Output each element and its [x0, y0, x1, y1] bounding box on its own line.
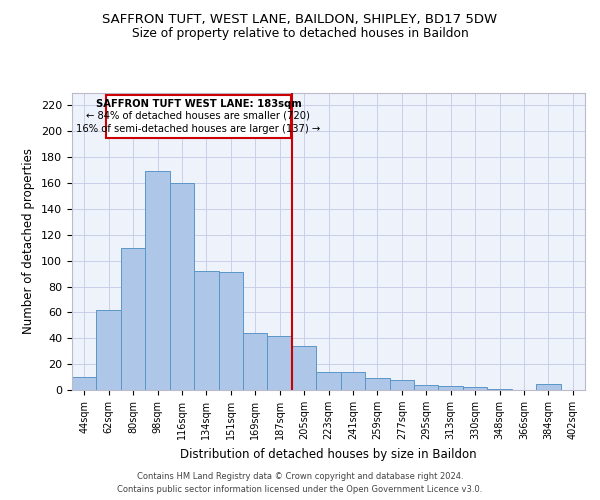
Y-axis label: Number of detached properties: Number of detached properties	[22, 148, 35, 334]
Bar	[316, 372, 341, 390]
Bar	[341, 372, 365, 390]
FancyBboxPatch shape	[106, 95, 290, 138]
Bar	[414, 385, 439, 390]
Text: Contains HM Land Registry data © Crown copyright and database right 2024.
Contai: Contains HM Land Registry data © Crown c…	[118, 472, 482, 494]
Text: ← 84% of detached houses are smaller (720): ← 84% of detached houses are smaller (72…	[86, 110, 310, 120]
X-axis label: Distribution of detached houses by size in Baildon: Distribution of detached houses by size …	[180, 448, 477, 460]
Text: SAFFRON TUFT WEST LANE: 183sqm: SAFFRON TUFT WEST LANE: 183sqm	[95, 99, 301, 109]
Bar	[121, 248, 145, 390]
Bar	[463, 388, 487, 390]
Bar	[268, 336, 292, 390]
Bar	[72, 377, 97, 390]
Bar	[389, 380, 414, 390]
Bar	[194, 271, 218, 390]
Bar	[487, 388, 512, 390]
Bar	[170, 183, 194, 390]
Bar	[536, 384, 560, 390]
Bar	[97, 310, 121, 390]
Bar	[292, 346, 316, 390]
Bar	[218, 272, 243, 390]
Text: Size of property relative to detached houses in Baildon: Size of property relative to detached ho…	[131, 28, 469, 40]
Text: SAFFRON TUFT, WEST LANE, BAILDON, SHIPLEY, BD17 5DW: SAFFRON TUFT, WEST LANE, BAILDON, SHIPLE…	[103, 12, 497, 26]
Bar	[243, 333, 268, 390]
Bar	[145, 172, 170, 390]
Bar	[365, 378, 389, 390]
Bar	[439, 386, 463, 390]
Text: 16% of semi-detached houses are larger (137) →: 16% of semi-detached houses are larger (…	[76, 124, 320, 134]
